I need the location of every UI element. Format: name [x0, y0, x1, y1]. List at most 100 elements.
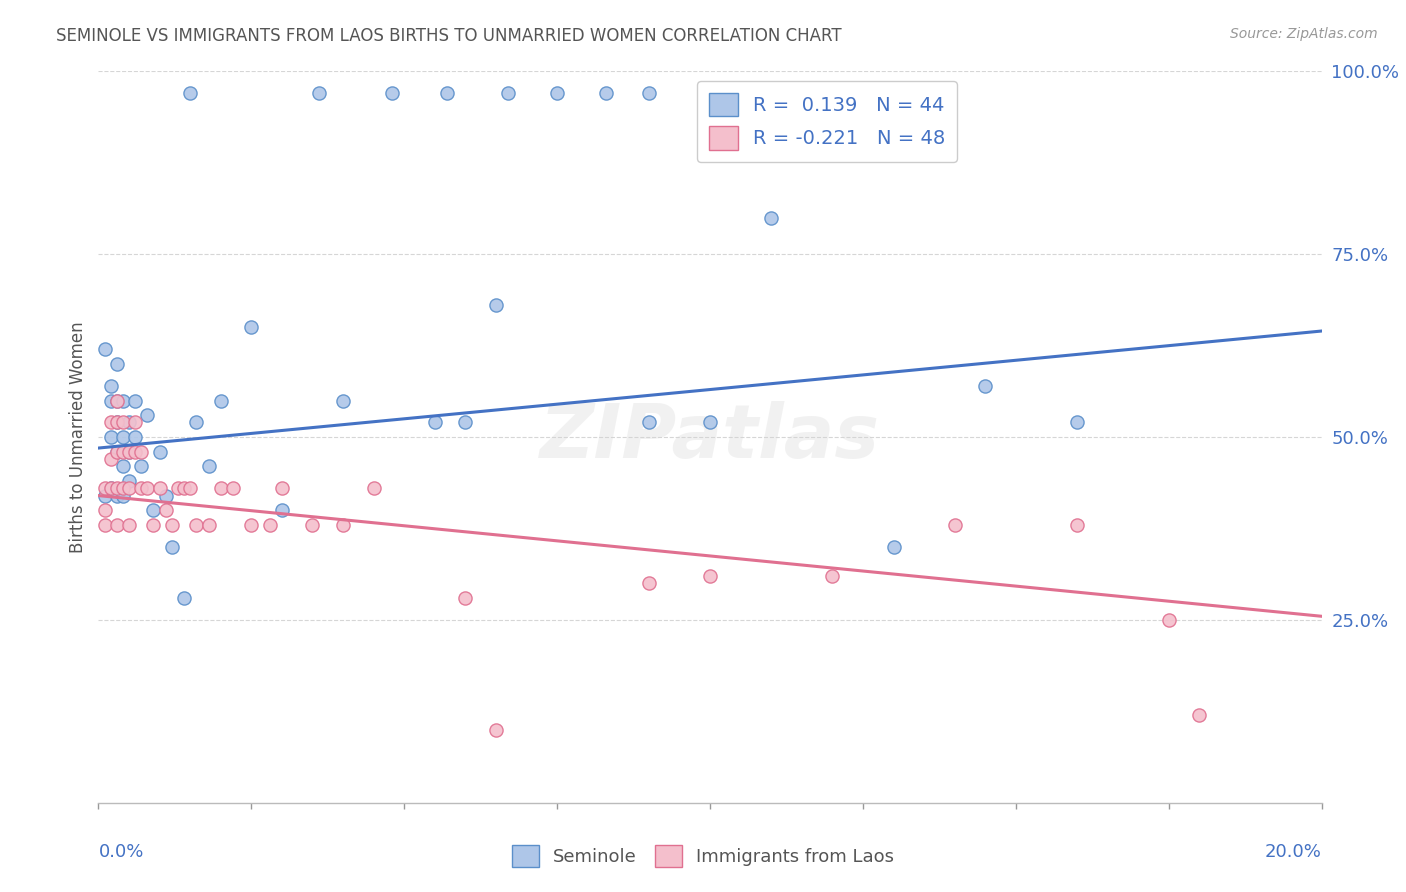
Point — [699, 569, 721, 583]
Point — [118, 444, 141, 458]
Point — [100, 452, 122, 467]
Point — [454, 591, 477, 605]
Point — [270, 481, 292, 495]
Text: ZIPatlas: ZIPatlas — [540, 401, 880, 474]
Point — [595, 87, 617, 101]
Point — [197, 517, 219, 532]
Point — [100, 430, 122, 444]
Point — [105, 393, 128, 408]
Point — [699, 416, 721, 430]
Point — [546, 87, 568, 101]
Point — [485, 723, 508, 737]
Point — [105, 416, 128, 430]
Point — [100, 393, 122, 408]
Point — [111, 459, 134, 474]
Point — [105, 416, 128, 430]
Point — [1066, 517, 1088, 532]
Point — [118, 444, 141, 458]
Text: Source: ZipAtlas.com: Source: ZipAtlas.com — [1230, 27, 1378, 41]
Point — [173, 481, 195, 495]
Point — [301, 517, 323, 532]
Point — [105, 489, 128, 503]
Point — [142, 517, 165, 532]
Point — [105, 481, 128, 495]
Point — [1188, 708, 1211, 723]
Point — [105, 444, 128, 458]
Point — [142, 503, 165, 517]
Point — [118, 416, 141, 430]
Point — [167, 481, 190, 495]
Point — [111, 430, 134, 444]
Point — [105, 517, 128, 532]
Point — [111, 481, 134, 495]
Point — [883, 540, 905, 554]
Point — [332, 393, 354, 408]
Point — [129, 481, 152, 495]
Point — [93, 481, 115, 495]
Point — [332, 517, 354, 532]
Point — [186, 517, 208, 532]
Point — [179, 87, 201, 101]
Legend: R =  0.139   N = 44, R = -0.221   N = 48: R = 0.139 N = 44, R = -0.221 N = 48 — [697, 81, 957, 161]
Point — [149, 444, 172, 458]
Point — [124, 430, 146, 444]
Point — [111, 416, 134, 430]
Point — [105, 444, 128, 458]
Point — [93, 517, 115, 532]
Point — [637, 87, 661, 101]
Point — [821, 569, 844, 583]
Point — [129, 444, 152, 458]
Point — [118, 474, 141, 488]
Point — [209, 481, 232, 495]
Point — [485, 298, 508, 312]
Point — [759, 211, 782, 225]
Point — [124, 393, 146, 408]
Point — [93, 343, 115, 357]
Point — [259, 517, 281, 532]
Point — [129, 459, 152, 474]
Point — [974, 379, 997, 393]
Point — [186, 416, 208, 430]
Point — [173, 591, 195, 605]
Point — [160, 540, 183, 554]
Point — [118, 517, 141, 532]
Point — [423, 416, 446, 430]
Point — [100, 379, 122, 393]
Point — [496, 87, 519, 101]
Point — [1157, 613, 1180, 627]
Text: 0.0%: 0.0% — [98, 843, 143, 861]
Text: 20.0%: 20.0% — [1265, 843, 1322, 861]
Point — [637, 576, 661, 591]
Point — [105, 357, 128, 371]
Point — [381, 87, 404, 101]
Point — [209, 393, 232, 408]
Point — [118, 481, 141, 495]
Point — [93, 489, 115, 503]
Legend: Seminole, Immigrants from Laos: Seminole, Immigrants from Laos — [505, 838, 901, 874]
Point — [105, 393, 128, 408]
Point — [1066, 416, 1088, 430]
Point — [155, 503, 177, 517]
Point — [100, 481, 122, 495]
Point — [124, 416, 146, 430]
Point — [155, 489, 177, 503]
Point — [100, 416, 122, 430]
Point — [111, 489, 134, 503]
Point — [240, 320, 263, 334]
Point — [124, 444, 146, 458]
Point — [160, 517, 183, 532]
Point — [197, 459, 219, 474]
Y-axis label: Births to Unmarried Women: Births to Unmarried Women — [69, 321, 87, 553]
Point — [111, 444, 134, 458]
Point — [454, 416, 477, 430]
Point — [149, 481, 172, 495]
Point — [179, 481, 201, 495]
Point — [136, 408, 159, 422]
Point — [93, 503, 115, 517]
Text: SEMINOLE VS IMMIGRANTS FROM LAOS BIRTHS TO UNMARRIED WOMEN CORRELATION CHART: SEMINOLE VS IMMIGRANTS FROM LAOS BIRTHS … — [56, 27, 842, 45]
Point — [270, 503, 292, 517]
Point — [363, 481, 385, 495]
Point — [436, 87, 458, 101]
Point — [943, 517, 966, 532]
Point — [240, 517, 263, 532]
